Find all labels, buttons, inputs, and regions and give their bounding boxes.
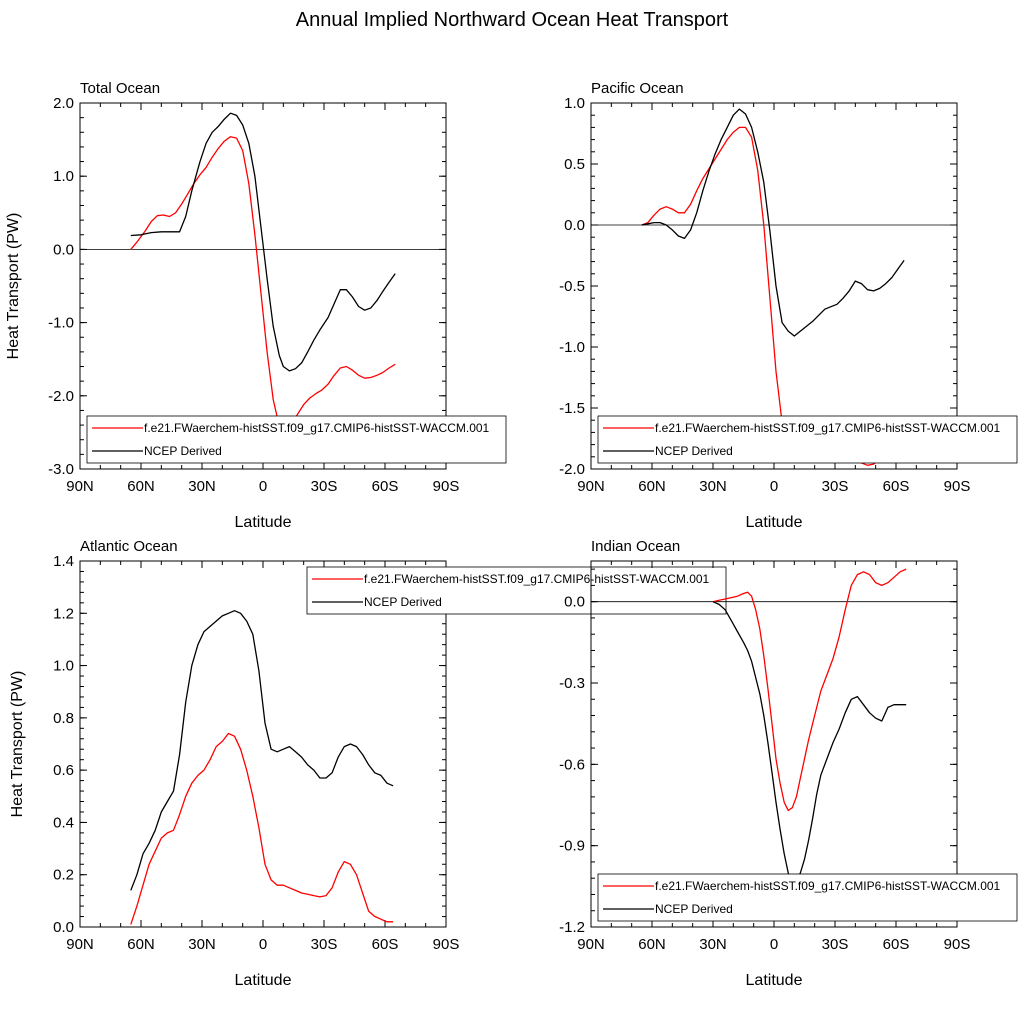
legend: f.e21.FWaerchem-histSST.f09_g17.CMIP6-hi… xyxy=(597,873,1018,922)
ncep-series-line xyxy=(130,112,396,372)
panel-title: Pacific Ocean xyxy=(591,80,684,97)
y-tick-label: 1.0 xyxy=(53,168,74,185)
legend-box xyxy=(597,873,1018,922)
legend-label-model: f.e21.FWaerchem-histSST.f09_g17.CMIP6-hi… xyxy=(655,879,1001,893)
x-tick-label: 90N xyxy=(577,478,605,495)
x-tick-label: 90S xyxy=(944,936,971,953)
y-tick-label: -2.0 xyxy=(559,461,585,478)
panel-title: Total Ocean xyxy=(80,80,160,97)
x-tick-label: 0 xyxy=(259,936,267,953)
panel-title: Atlantic Ocean xyxy=(80,538,178,555)
y-tick-label: -0.6 xyxy=(559,756,585,773)
ncep-series-line xyxy=(130,610,394,891)
y-tick-label: 0.5 xyxy=(564,156,585,173)
model-series-line xyxy=(130,732,394,925)
x-tick-label: 90N xyxy=(577,936,605,953)
y-tick-label: 1.2 xyxy=(53,605,74,622)
y-tick-label: -2.0 xyxy=(48,388,74,405)
legend-label-ncep: NCEP Derived xyxy=(364,595,442,609)
x-tick-label: 90S xyxy=(433,478,460,495)
x-tick-label: 60S xyxy=(883,478,910,495)
y-tick-label: -1.2 xyxy=(559,919,585,936)
x-tick-label: 60S xyxy=(883,936,910,953)
legend-label-model: f.e21.FWaerchem-histSST.f09_g17.CMIP6-hi… xyxy=(655,421,1001,435)
y-tick-label: -0.3 xyxy=(559,675,585,692)
y-tick-label: 0.0 xyxy=(564,594,585,611)
legend: f.e21.FWaerchem-histSST.f09_g17.CMIP6-hi… xyxy=(86,415,507,464)
x-tick-label: 60N xyxy=(127,478,155,495)
x-tick-label: 60N xyxy=(638,936,666,953)
chart-panel-4: Indian Ocean 90N 60N 30N 0 30S 60S 90S -1.2 -0.9 -… xyxy=(559,538,1018,989)
x-tick-label: 30S xyxy=(822,936,849,953)
x-tick-label: 60S xyxy=(372,478,399,495)
legend-label-model: f.e21.FWaerchem-histSST.f09_g17.CMIP6-hi… xyxy=(144,421,490,435)
y-tick-label: 1.4 xyxy=(53,553,74,570)
chart-panel-2: Pacific Ocean 90N 60N 30N 0 30S 60S 90S -2.0 -1.5… xyxy=(559,80,1018,531)
legend-box xyxy=(86,415,507,464)
legend-label-model: f.e21.FWaerchem-histSST.f09_g17.CMIP6-hi… xyxy=(364,572,710,586)
ncep-series-line xyxy=(641,108,905,337)
y-tick-label: -1.0 xyxy=(559,339,585,356)
x-tick-label: 0 xyxy=(770,936,778,953)
x-tick-label: 0 xyxy=(770,478,778,495)
legend-label-ncep: NCEP Derived xyxy=(655,444,733,458)
chart-panel-3: Atlantic Ocean 90N 60N 30N 0 30S 60S 90S 0.0 0.2 0… xyxy=(9,538,727,989)
plot-frame xyxy=(79,102,447,470)
x-tick-label: 30S xyxy=(822,478,849,495)
x-tick-label: 60S xyxy=(372,936,399,953)
x-tick-label: 60N xyxy=(127,936,155,953)
y-axis-label: Heat Transport (PW) xyxy=(5,213,22,360)
plot-frame xyxy=(590,102,958,470)
y-tick-label: 0.0 xyxy=(53,919,74,936)
y-tick-label: 1.0 xyxy=(53,658,74,675)
x-axis-label: Latitude xyxy=(235,514,292,531)
panel-title: Indian Ocean xyxy=(591,538,680,555)
legend-label-ncep: NCEP Derived xyxy=(655,902,733,916)
x-tick-label: 60N xyxy=(638,478,666,495)
legend: f.e21.FWaerchem-histSST.f09_g17.CMIP6-hi… xyxy=(306,566,727,615)
y-tick-label: 0.2 xyxy=(53,867,74,884)
model-series-line xyxy=(641,126,905,466)
x-tick-label: 30N xyxy=(699,478,727,495)
y-tick-label: -1.0 xyxy=(48,315,74,332)
y-tick-label: 0.6 xyxy=(53,762,74,779)
x-axis-label: Latitude xyxy=(235,972,292,989)
legend-label-ncep: NCEP Derived xyxy=(144,444,222,458)
legend-box xyxy=(597,415,1018,464)
plot-frame xyxy=(79,560,447,928)
figure-title: Annual Implied Northward Ocean Heat Tran… xyxy=(296,9,729,31)
y-tick-label: 0.0 xyxy=(53,241,74,258)
x-tick-label: 90N xyxy=(66,936,94,953)
y-tick-label: 2.0 xyxy=(53,95,74,112)
y-tick-label: 0.8 xyxy=(53,710,74,727)
y-tick-label: -0.5 xyxy=(559,278,585,295)
x-tick-label: 30N xyxy=(188,936,216,953)
x-axis-label: Latitude xyxy=(746,514,803,531)
x-tick-label: 90S xyxy=(433,936,460,953)
y-tick-label: 0.0 xyxy=(564,217,585,234)
x-tick-label: 90S xyxy=(944,478,971,495)
x-tick-label: 90N xyxy=(66,478,94,495)
x-tick-label: 30N xyxy=(188,478,216,495)
chart-panel-1: Total Ocean 90N 60N 30N 0 30S 60S 90S -3.0 -2.0 -1… xyxy=(5,80,507,531)
legend-box xyxy=(306,566,727,615)
x-tick-label: 30N xyxy=(699,936,727,953)
legend: f.e21.FWaerchem-histSST.f09_g17.CMIP6-hi… xyxy=(597,415,1018,464)
x-tick-label: 30S xyxy=(311,936,338,953)
ncep-series-line xyxy=(712,601,907,885)
y-tick-label: -0.9 xyxy=(559,838,585,855)
y-tick-label: -3.0 xyxy=(48,461,74,478)
y-tick-label: 1.0 xyxy=(564,95,585,112)
x-axis-label: Latitude xyxy=(746,972,803,989)
y-axis-label: Heat Transport (PW) xyxy=(9,671,26,818)
model-series-line xyxy=(130,136,396,434)
x-tick-label: 0 xyxy=(259,478,267,495)
x-tick-label: 30S xyxy=(311,478,338,495)
y-tick-label: 0.4 xyxy=(53,814,74,831)
model-series-line xyxy=(712,568,907,812)
y-tick-label: -1.5 xyxy=(559,400,585,417)
